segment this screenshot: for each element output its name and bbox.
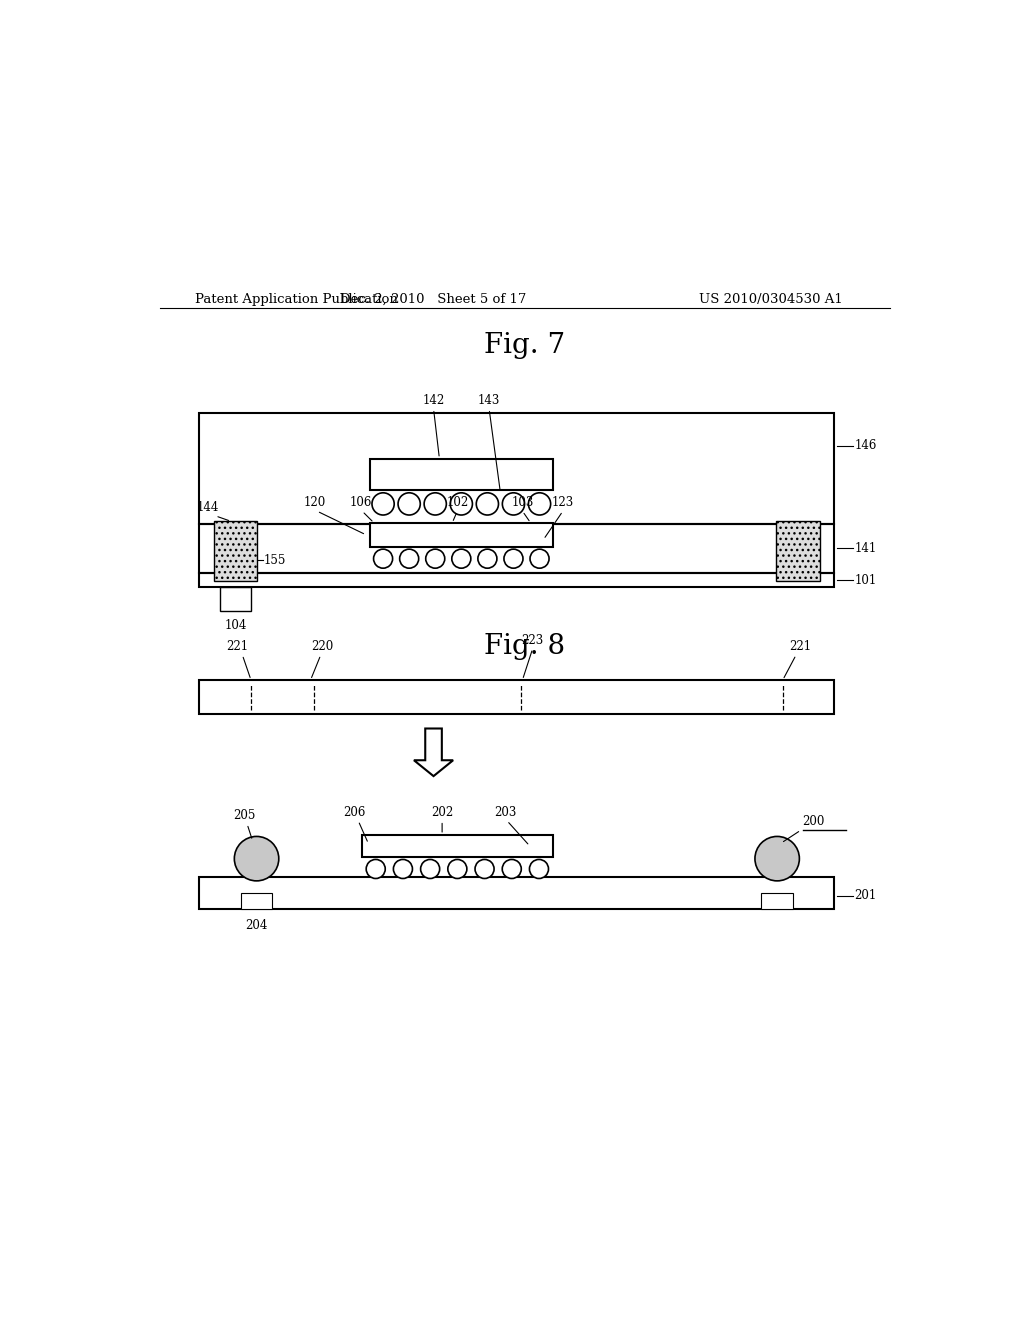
Bar xyxy=(776,521,820,581)
Bar xyxy=(200,573,835,587)
Text: 221: 221 xyxy=(226,640,249,653)
Circle shape xyxy=(528,492,551,515)
Circle shape xyxy=(426,549,444,568)
Bar xyxy=(241,892,272,908)
Circle shape xyxy=(447,859,467,879)
Text: 223: 223 xyxy=(521,634,544,647)
Circle shape xyxy=(503,492,524,515)
Circle shape xyxy=(529,859,549,879)
Bar xyxy=(214,521,257,581)
Text: 141: 141 xyxy=(854,541,877,554)
Circle shape xyxy=(502,859,521,879)
Text: 123: 123 xyxy=(552,496,574,510)
Circle shape xyxy=(478,549,497,568)
Text: 155: 155 xyxy=(264,553,286,566)
Circle shape xyxy=(475,859,494,879)
Text: 202: 202 xyxy=(431,807,454,818)
Text: 220: 220 xyxy=(311,640,334,653)
Circle shape xyxy=(755,837,800,880)
Text: 203: 203 xyxy=(494,807,516,818)
Bar xyxy=(370,458,553,491)
Circle shape xyxy=(399,549,419,568)
Text: Fig. 8: Fig. 8 xyxy=(484,634,565,660)
Circle shape xyxy=(424,492,446,515)
Bar xyxy=(362,834,553,857)
Text: 102: 102 xyxy=(446,496,468,510)
Text: 221: 221 xyxy=(790,640,811,653)
Circle shape xyxy=(374,549,392,568)
Text: 142: 142 xyxy=(423,395,444,407)
Circle shape xyxy=(367,859,385,879)
Text: US 2010/0304530 A1: US 2010/0304530 A1 xyxy=(699,293,843,306)
Circle shape xyxy=(452,549,471,568)
Bar xyxy=(200,876,835,908)
Circle shape xyxy=(234,837,279,880)
Text: 101: 101 xyxy=(854,574,877,586)
Text: Patent Application Publication: Patent Application Publication xyxy=(196,293,398,306)
Text: 201: 201 xyxy=(854,890,877,903)
Circle shape xyxy=(398,492,420,515)
Text: 204: 204 xyxy=(246,919,267,932)
Text: 104: 104 xyxy=(224,619,247,632)
Bar xyxy=(761,892,793,908)
Text: 103: 103 xyxy=(511,496,534,510)
Text: Fig. 7: Fig. 7 xyxy=(484,331,565,359)
Circle shape xyxy=(451,492,472,515)
Bar xyxy=(370,523,553,546)
Text: 200: 200 xyxy=(803,816,825,829)
Circle shape xyxy=(372,492,394,515)
Text: 106: 106 xyxy=(349,496,372,510)
Bar xyxy=(200,680,835,714)
Text: 205: 205 xyxy=(233,809,256,822)
Text: 120: 120 xyxy=(303,496,326,510)
Circle shape xyxy=(504,549,523,568)
Text: 146: 146 xyxy=(854,440,877,453)
Bar xyxy=(220,587,251,611)
Bar xyxy=(200,413,835,524)
Circle shape xyxy=(421,859,439,879)
Text: Dec. 2, 2010   Sheet 5 of 17: Dec. 2, 2010 Sheet 5 of 17 xyxy=(340,293,526,306)
Bar xyxy=(200,524,835,573)
Circle shape xyxy=(530,549,549,568)
Text: 143: 143 xyxy=(478,395,501,407)
FancyArrow shape xyxy=(414,729,454,776)
Text: 206: 206 xyxy=(343,807,366,818)
Text: 144: 144 xyxy=(197,502,218,515)
Circle shape xyxy=(393,859,413,879)
Circle shape xyxy=(476,492,499,515)
